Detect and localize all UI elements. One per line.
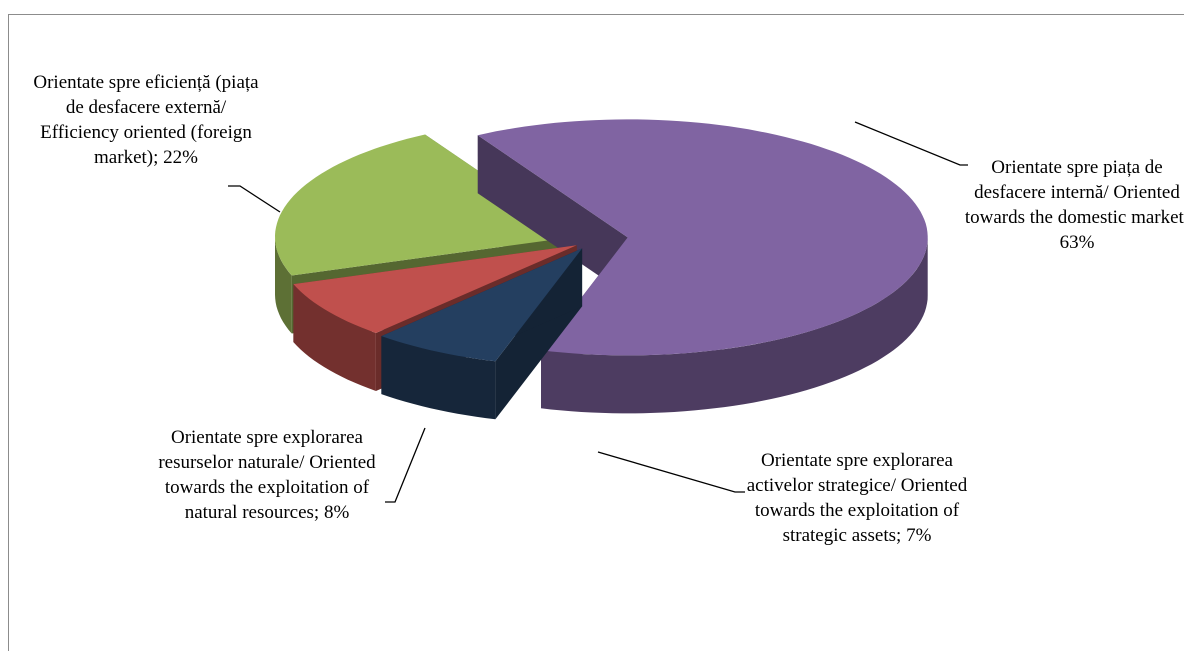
- slices: [275, 119, 928, 420]
- slice-label: Orientate spre explorarea resurselor nat…: [152, 425, 382, 525]
- leader-line: [385, 427, 426, 503]
- category-label: Orientate spre explorarea resurselor nat…: [158, 427, 376, 523]
- chart-frame: [8, 14, 1184, 651]
- value-label: 7%: [906, 525, 932, 546]
- value-label: 8%: [323, 502, 350, 523]
- leader-line: [228, 185, 281, 213]
- slice-radial-face: [477, 135, 628, 296]
- leader-line: [597, 451, 745, 493]
- slice-side: [541, 237, 928, 414]
- slice-label: Orientate spre explorarea activelor stra…: [737, 448, 977, 548]
- category-label: Orientate spre eficiență (piața de desfa…: [33, 72, 259, 168]
- slice-side: [293, 284, 376, 391]
- value-label: 22%: [163, 147, 198, 168]
- slice: [477, 119, 928, 356]
- slice-label: Orientate spre piața de desfacere intern…: [957, 155, 1184, 255]
- slice-label: Orientate spre eficiență (piața de desfa…: [33, 70, 259, 170]
- slice: [381, 248, 583, 362]
- leader-lines: [228, 121, 968, 503]
- category-label: Orientate spre explorarea activelor stra…: [746, 450, 968, 546]
- value-label: 63%: [1059, 232, 1095, 253]
- slice-side: [381, 336, 496, 420]
- category-label: Orientate spre piața de desfacere intern…: [964, 157, 1184, 228]
- slice-side: [275, 236, 292, 334]
- slice: [293, 245, 577, 333]
- slice: [275, 134, 575, 276]
- leader-line: [854, 121, 968, 166]
